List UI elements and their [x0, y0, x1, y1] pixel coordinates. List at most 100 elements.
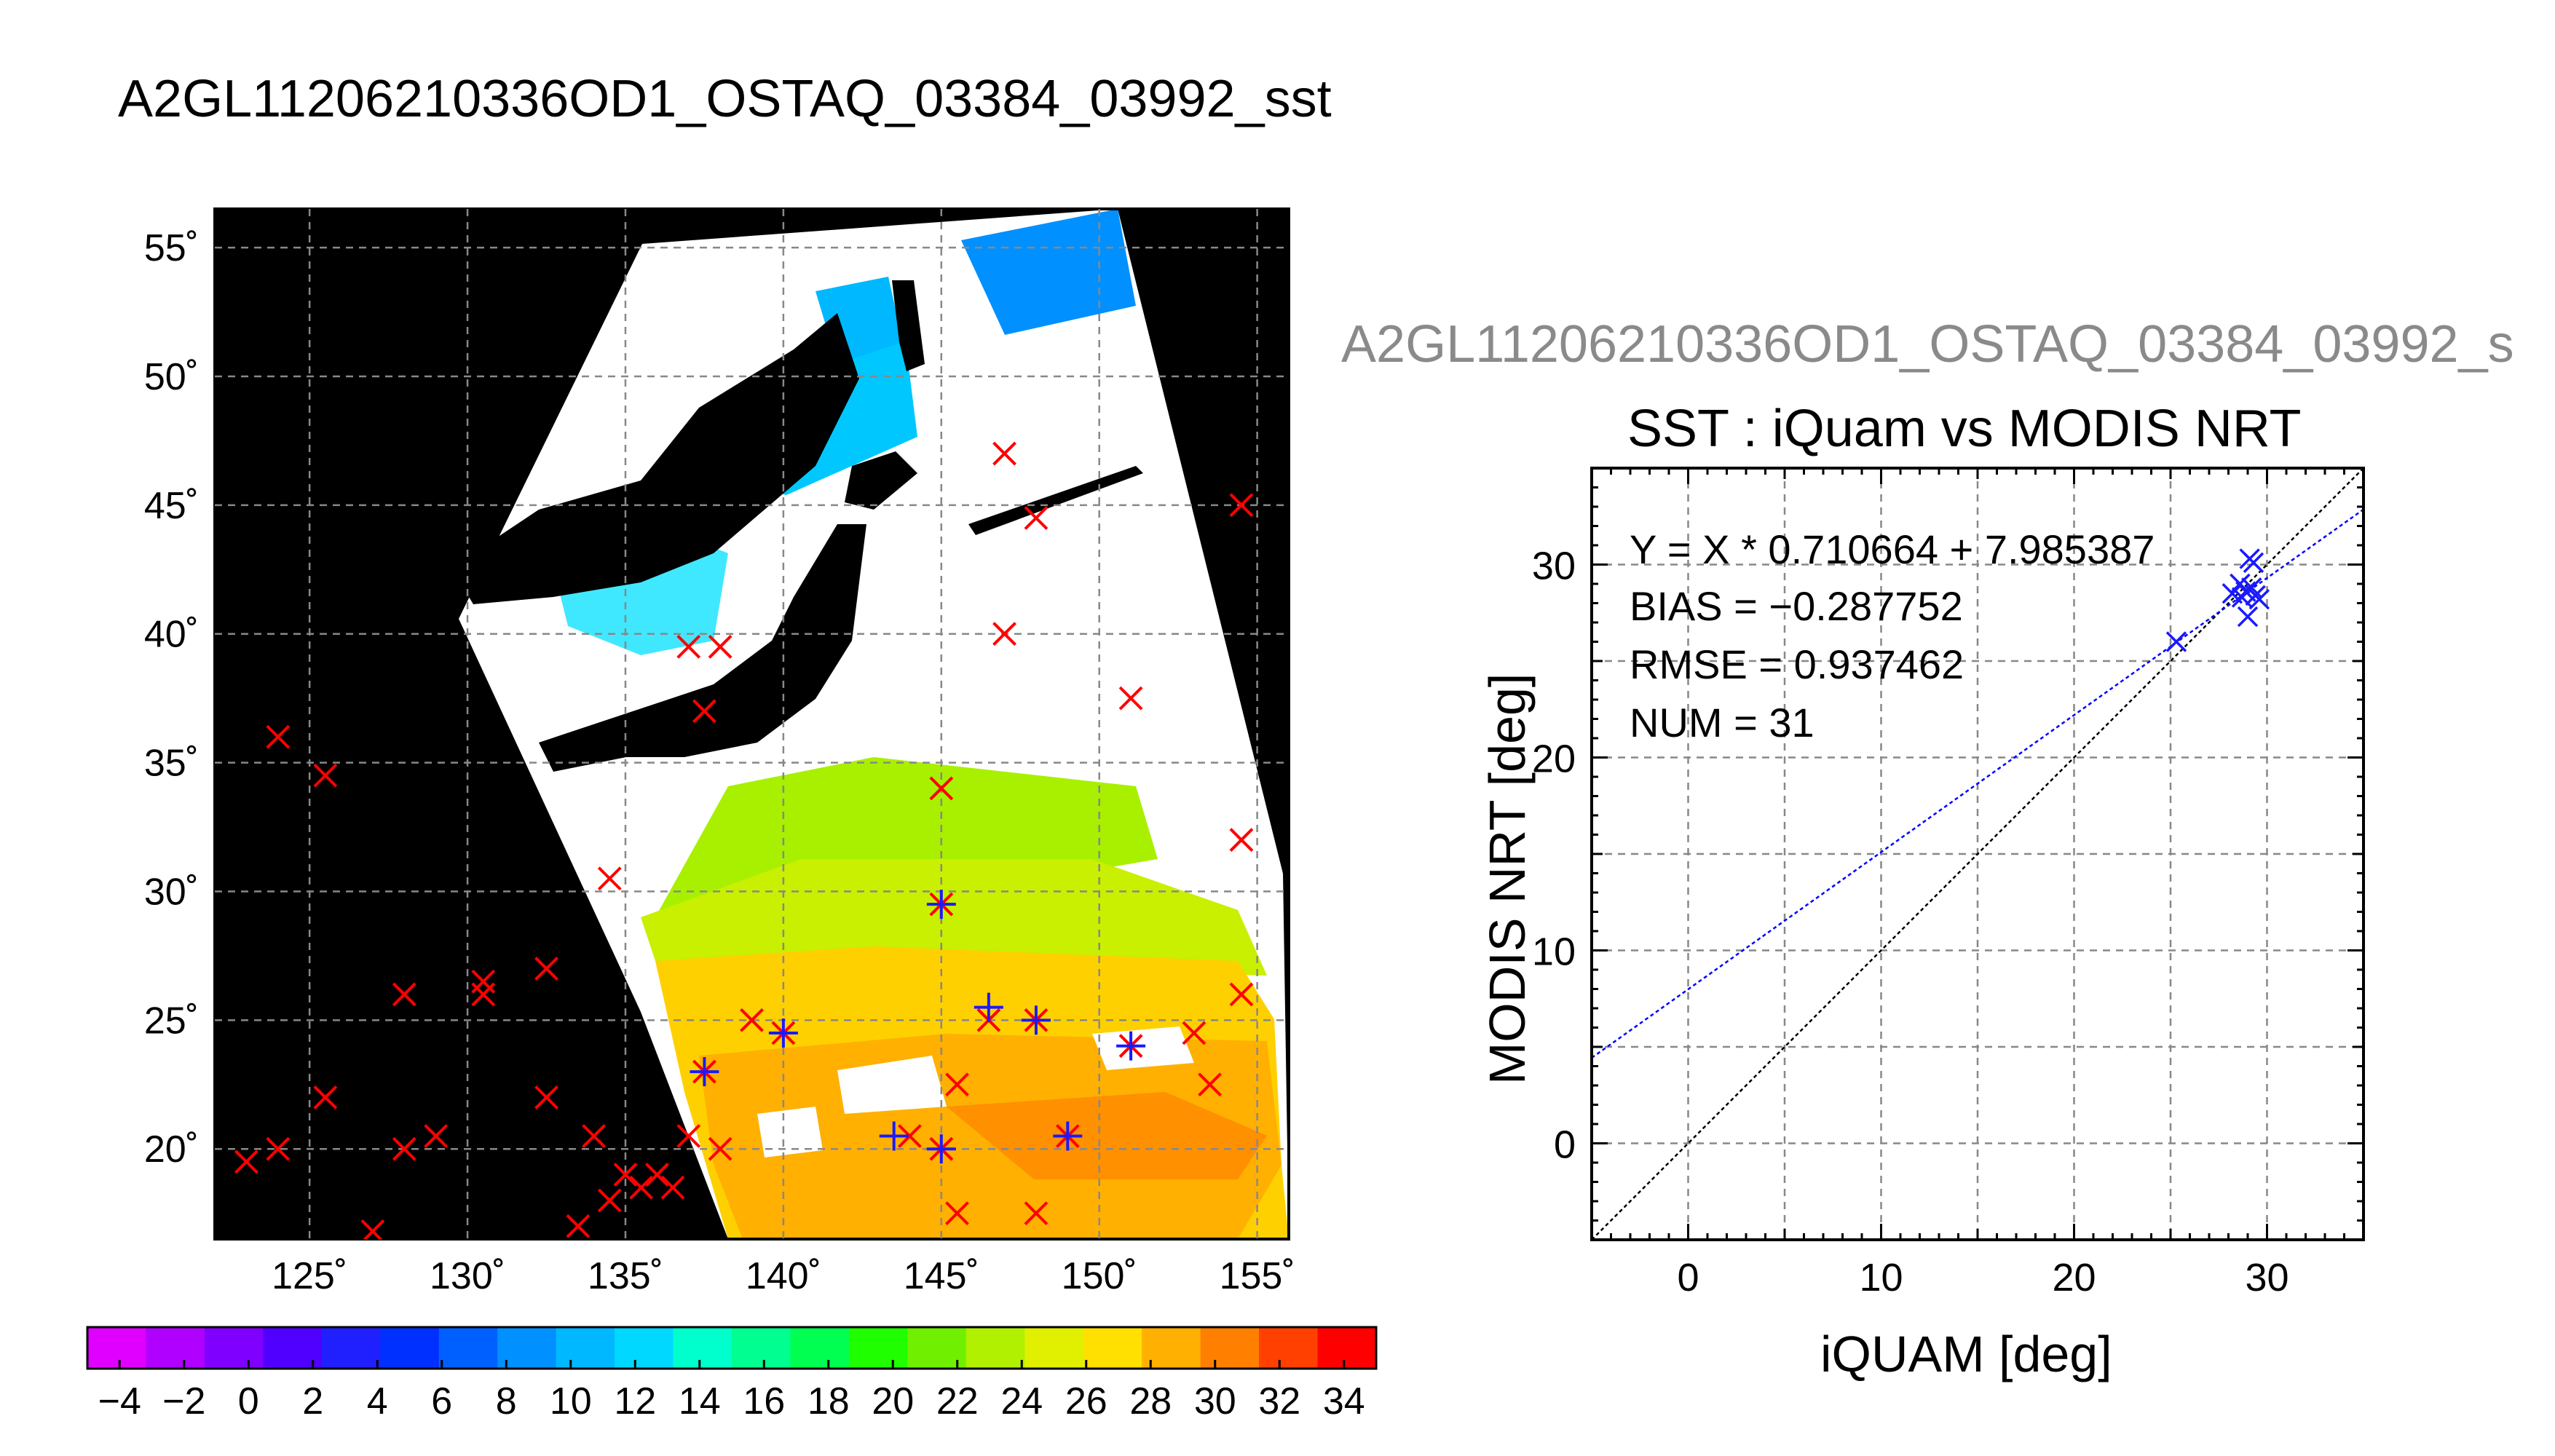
- iquam-marker: [644, 1163, 669, 1187]
- scatter-ticks: 0 10 20 30 0 10 20 30: [1532, 468, 2364, 1299]
- iquam-marker-stroke: [392, 1136, 416, 1161]
- map-lon-tick-label: 135˚: [588, 1255, 663, 1297]
- scatter-point: [2165, 631, 2187, 652]
- iquam-marker-stroke: [644, 1163, 669, 1187]
- matchup-marker: [690, 1057, 719, 1087]
- iquam-marker: [929, 776, 954, 801]
- matchup-marker: [1116, 1031, 1146, 1061]
- iquam-marker-stroke: [471, 969, 496, 994]
- iquam-marker-stroke: [534, 957, 558, 981]
- iquam-marker-stroke: [1182, 1021, 1207, 1045]
- iquam-marker-stroke: [313, 1085, 338, 1109]
- colorbar-segment: [732, 1327, 791, 1369]
- iquam-marker: [534, 1085, 558, 1109]
- scatter-point: [2248, 588, 2270, 610]
- map-lat-tick-label: 45˚: [144, 485, 199, 527]
- iquam-marker-stroke: [424, 1124, 449, 1148]
- scatter-grid: [1592, 468, 2364, 1240]
- iquam-marker: [471, 969, 496, 994]
- iquam-marker-stroke: [313, 763, 338, 788]
- iquam-marker: [424, 1124, 449, 1148]
- iquam-marker: [1229, 828, 1254, 852]
- iquam-marker: [676, 1124, 701, 1148]
- map-lat-tick-label: 40˚: [144, 614, 199, 656]
- scatter-x-tick-label: 0: [1677, 1256, 1699, 1299]
- iquam-marker: [582, 1124, 607, 1148]
- colorbar-segment: [1317, 1327, 1377, 1369]
- iquam-marker: [945, 1072, 969, 1097]
- sst-region-warm: [947, 1092, 1267, 1179]
- iquam-marker: [660, 1175, 685, 1200]
- iquam-marker: [1229, 982, 1254, 1007]
- scatter-lines: [1592, 468, 2364, 1240]
- iquam-marker-stroke: [945, 1201, 969, 1226]
- cloud-patch: [837, 1056, 947, 1114]
- iquam-marker-stroke: [676, 1124, 701, 1148]
- scatter-y-axis-label: MODIS NRT [deg]: [1479, 673, 1536, 1085]
- colorbar-segment: [146, 1327, 205, 1369]
- iquam-marker-stroke: [708, 1136, 732, 1161]
- colorbar-segment: [1024, 1327, 1084, 1369]
- iquam-marker-stroke: [692, 699, 716, 724]
- iquam-marker-stroke: [582, 1124, 607, 1148]
- iquam-marker-stroke: [266, 724, 291, 749]
- scatter-point: [2237, 606, 2259, 628]
- iquam-marker: [266, 724, 291, 749]
- map-lat-tick-label: 25˚: [144, 1000, 199, 1042]
- scatter-x-tick-label: 30: [2245, 1256, 2289, 1299]
- map-lon-tick-label: 145˚: [904, 1255, 979, 1297]
- colorbar-tick-label: 16: [743, 1380, 785, 1423]
- colorbar-tick-label: 4: [367, 1380, 388, 1423]
- iquam-marker-stroke: [992, 441, 1016, 466]
- colorbar: [86, 1326, 1378, 1370]
- scatter-point-stroke: [2222, 583, 2243, 604]
- iquam-marker-stroke: [1024, 506, 1049, 530]
- iquam-marker: [1198, 1072, 1222, 1097]
- colorbar-tick-label: 8: [496, 1380, 517, 1423]
- colorbar-tick-label: 32: [1258, 1380, 1300, 1423]
- iquam-marker-stroke: [534, 1085, 558, 1109]
- colorbar-tick-label: 14: [679, 1380, 721, 1423]
- scatter-title: SST : iQuam vs MODIS NRT: [1627, 400, 2302, 458]
- iquam-marker: [708, 1136, 732, 1161]
- bias-stat: BIAS = −0.287752: [1630, 583, 1963, 629]
- iquam-marker-stroke: [1024, 1201, 1049, 1226]
- iquam-marker-stroke: [1229, 982, 1254, 1007]
- colorbar-segment: [380, 1327, 440, 1369]
- matchup-marker: [974, 992, 1003, 1022]
- map-lat-tick-label: 55˚: [144, 227, 199, 269]
- colorbar-tick-label: 6: [431, 1380, 452, 1423]
- land-asia: [451, 313, 859, 604]
- scatter-x-tick-label: 20: [2052, 1256, 2096, 1299]
- iquam-marker: [360, 1219, 385, 1239]
- colorbar-segment: [438, 1327, 498, 1369]
- map-lon-tick-label: 150˚: [1062, 1255, 1137, 1297]
- land-kuril-islands: [968, 466, 1143, 535]
- scatter-points: [2165, 548, 2270, 652]
- scatter-x-tick-label: 10: [1859, 1256, 1903, 1299]
- scatter-point: [2241, 577, 2262, 598]
- iquam-marker-stroke: [1229, 493, 1254, 518]
- iquam-marker: [1182, 1021, 1207, 1045]
- iquam-marker: [1024, 1201, 1049, 1226]
- map-grid: [215, 209, 1289, 1239]
- colorbar-segment: [673, 1327, 732, 1369]
- colorbar-segment: [615, 1327, 674, 1369]
- colorbar-tick-label: 22: [936, 1380, 979, 1423]
- iquam-marker: [708, 634, 732, 659]
- fit-equation: Y = X * 0.710664 + 7.985387: [1630, 526, 2155, 572]
- iquam-marker: [566, 1214, 591, 1238]
- iquam-marker: [629, 1175, 654, 1200]
- colorbar-segment: [87, 1327, 147, 1369]
- iquam-marker-stroke: [992, 622, 1016, 646]
- colorbar-tick-label: −4: [98, 1380, 141, 1423]
- iquam-marker-stroke: [740, 1008, 764, 1032]
- colorbar-tick-label: 20: [872, 1380, 914, 1423]
- scatter-plot: 0 10 20 30 0 10 20 30: [1532, 467, 2365, 1299]
- scatter-y-tick-label: 0: [1554, 1123, 1576, 1167]
- iquam-marker: [692, 699, 716, 724]
- iquam-marker: [597, 866, 622, 891]
- iquam-marker-stroke: [266, 1136, 291, 1161]
- iquam-marker-stroke: [945, 1072, 969, 1097]
